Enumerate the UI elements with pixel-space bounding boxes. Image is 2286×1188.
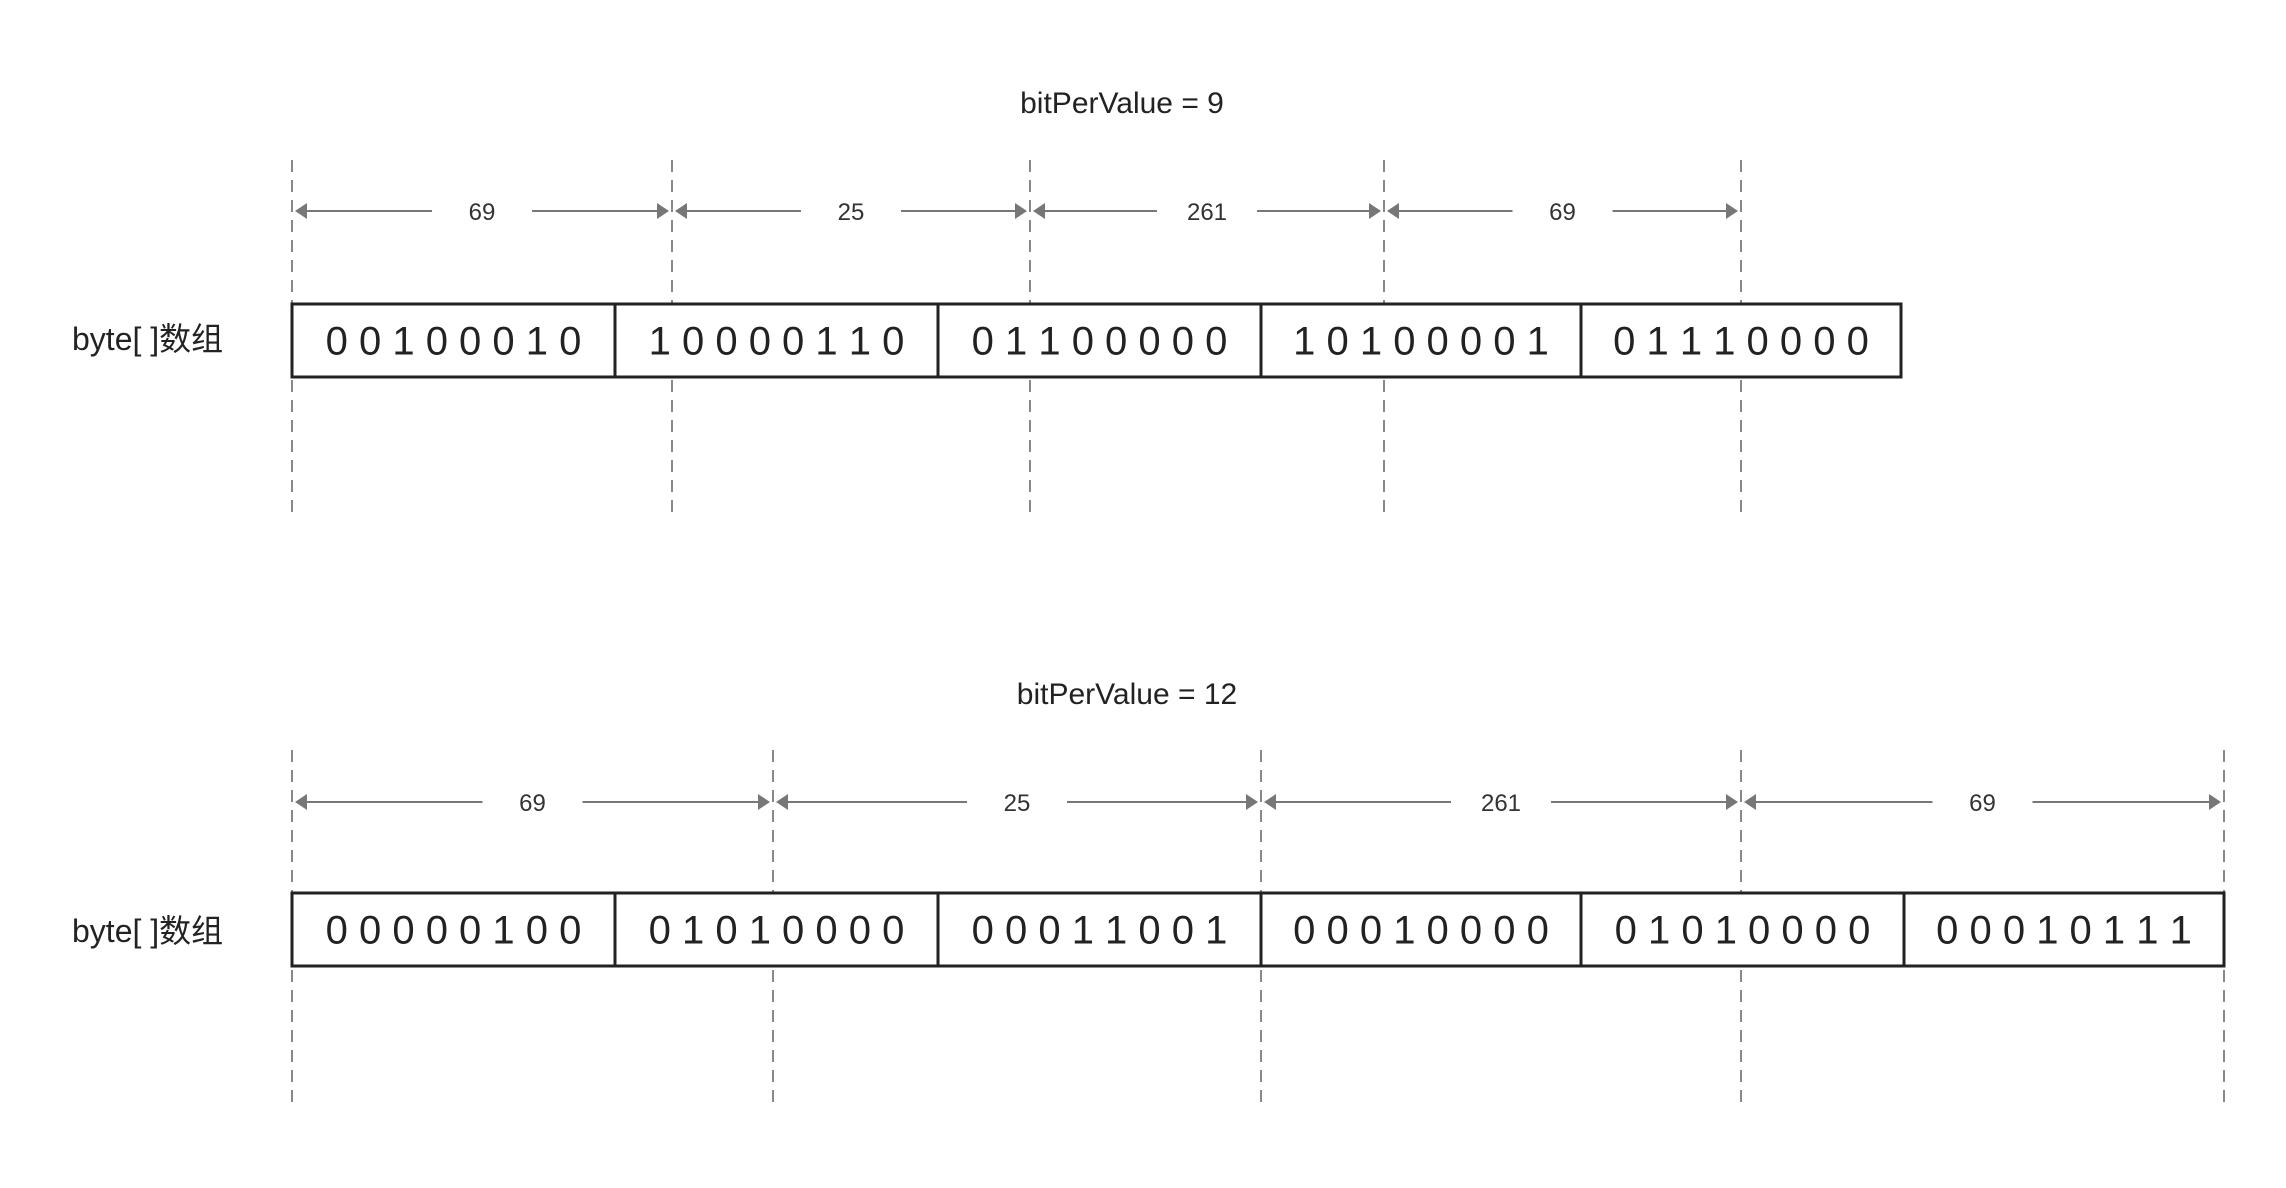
arrow-head-right-icon bbox=[758, 794, 770, 810]
span-arrow: 25 bbox=[776, 790, 1258, 817]
span-arrow: 69 bbox=[295, 790, 770, 817]
span-arrow: 69 bbox=[1744, 790, 2221, 817]
byte-bits: 0 0 0 1 0 1 1 1 bbox=[1936, 909, 2192, 953]
byte-cell-border bbox=[290, 891, 617, 968]
byte-cell-border bbox=[936, 302, 1263, 379]
byte-bits: 0 0 0 0 0 1 0 0 bbox=[326, 909, 582, 953]
arrow-head-left-icon bbox=[1744, 794, 1756, 810]
arrow-head-left-icon bbox=[1033, 203, 1045, 219]
span-arrow: 261 bbox=[1033, 199, 1381, 226]
row-label: byte[ ]数组 bbox=[72, 913, 223, 949]
span-value-label: 261 bbox=[1187, 199, 1227, 226]
span-value-label: 69 bbox=[1549, 199, 1576, 226]
arrow-head-left-icon bbox=[295, 203, 307, 219]
span-arrow: 261 bbox=[1264, 790, 1738, 817]
byte-cell-border bbox=[1579, 302, 1903, 379]
byte-bits: 0 0 1 0 0 0 1 0 bbox=[326, 320, 582, 364]
byte-array: 0 0 0 0 0 1 0 0 0 1 0 1 0 0 0 0 0 0 0 1 1 … bbox=[290, 891, 2226, 968]
byte-cell: 0 0 1 0 0 0 1 0 bbox=[290, 302, 617, 379]
byte-cell: 1 0 0 0 0 1 1 0 bbox=[613, 302, 940, 379]
arrow-head-right-icon bbox=[657, 203, 669, 219]
span-value-label: 69 bbox=[519, 790, 546, 817]
span-value-label: 25 bbox=[838, 199, 865, 226]
byte-cell: 0 1 0 1 0 0 0 0 bbox=[613, 891, 940, 968]
byte-bits: 0 1 1 0 0 0 0 0 bbox=[972, 320, 1228, 364]
arrow-head-left-icon bbox=[295, 794, 307, 810]
byte-cell-border bbox=[936, 891, 1263, 968]
span-arrow: 25 bbox=[675, 199, 1027, 226]
span-value-label: 261 bbox=[1481, 790, 1521, 817]
byte-cell: 0 0 0 1 1 0 0 1 bbox=[936, 891, 1263, 968]
arrow-head-left-icon bbox=[776, 794, 788, 810]
byte-bits: 1 0 1 0 0 0 0 1 bbox=[1293, 320, 1549, 364]
byte-cell: 0 0 0 1 0 0 0 0 bbox=[1259, 891, 1583, 968]
span-arrows: 69 25 261 69 bbox=[295, 199, 1738, 226]
arrow-head-left-icon bbox=[1387, 203, 1399, 219]
arrow-head-right-icon bbox=[1726, 203, 1738, 219]
byte-array: 0 0 1 0 0 0 1 0 1 0 0 0 0 1 1 0 0 1 1 0 0 … bbox=[290, 302, 1903, 379]
diagram-title: bitPerValue = 12 bbox=[1017, 678, 1237, 711]
byte-bits: 0 1 0 1 0 0 0 0 bbox=[649, 909, 905, 953]
arrow-head-left-icon bbox=[675, 203, 687, 219]
diagram-title: bitPerValue = 9 bbox=[1020, 87, 1224, 120]
byte-cell-border bbox=[1579, 891, 1906, 968]
byte-bits: 0 1 1 1 0 0 0 0 bbox=[1613, 320, 1869, 364]
arrow-head-right-icon bbox=[1726, 794, 1738, 810]
row-label: byte[ ]数组 bbox=[72, 321, 223, 357]
span-value-label: 25 bbox=[1004, 790, 1031, 817]
byte-bits: 0 1 0 1 0 0 0 0 bbox=[1615, 909, 1871, 953]
arrow-head-right-icon bbox=[1369, 203, 1381, 219]
span-value-label: 69 bbox=[1969, 790, 1996, 817]
byte-cell: 0 0 0 0 0 1 0 0 bbox=[290, 891, 617, 968]
byte-cell-border bbox=[613, 891, 940, 968]
byte-cell: 0 1 0 1 0 0 0 0 bbox=[1579, 891, 1906, 968]
span-arrow: 69 bbox=[1387, 199, 1738, 226]
byte-cell: 0 0 0 1 0 1 1 1 bbox=[1902, 891, 2226, 968]
arrow-head-right-icon bbox=[2209, 794, 2221, 810]
arrow-head-right-icon bbox=[1015, 203, 1027, 219]
byte-cell: 0 1 1 1 0 0 0 0 bbox=[1579, 302, 1903, 379]
byte-bits: 0 0 0 1 1 0 0 1 bbox=[972, 909, 1228, 953]
diagram-bitpervalue-9: bitPerValue = 9 69 25 261 69 byte[ ]数组 0 0 … bbox=[72, 87, 1903, 520]
span-arrows: 69 25 261 69 bbox=[295, 790, 2221, 817]
byte-cell: 0 1 1 0 0 0 0 0 bbox=[936, 302, 1263, 379]
span-arrow: 69 bbox=[295, 199, 669, 226]
arrow-head-right-icon bbox=[1246, 794, 1258, 810]
byte-cell-border bbox=[613, 302, 940, 379]
byte-cell-border bbox=[1259, 302, 1583, 379]
byte-bits: 1 0 0 0 0 1 1 0 bbox=[649, 320, 905, 364]
span-value-label: 69 bbox=[469, 199, 496, 226]
byte-cell-border bbox=[1902, 891, 2226, 968]
arrow-head-left-icon bbox=[1264, 794, 1276, 810]
diagram-bitpervalue-12: bitPerValue = 12 69 25 261 69 byte[ ]数组 0 0… bbox=[72, 678, 2226, 1110]
byte-cell: 1 0 1 0 0 0 0 1 bbox=[1259, 302, 1583, 379]
byte-bits: 0 0 0 1 0 0 0 0 bbox=[1293, 909, 1549, 953]
